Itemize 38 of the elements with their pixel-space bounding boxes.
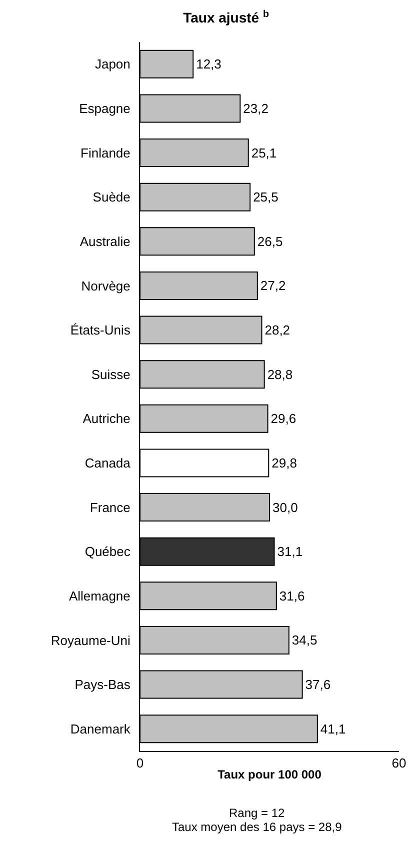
data-label: 31,1 (277, 544, 303, 560)
data-label: 27,2 (260, 278, 286, 294)
y-tick-label: Norvège (81, 278, 130, 294)
data-label: 23,2 (243, 100, 268, 116)
data-label: 29,6 (270, 411, 296, 426)
y-tick-label: États-Unis (70, 322, 131, 338)
y-tick-label: Québec (84, 544, 131, 560)
data-label: 30,0 (272, 500, 298, 515)
data-label: 41,1 (320, 721, 346, 736)
data-label: 37,6 (305, 677, 331, 692)
y-tick-label: Suisse (91, 366, 130, 382)
y-tick-label: Autriche (82, 411, 130, 426)
y-tick-label: Finlande (80, 145, 130, 160)
y-tick-label: France (90, 500, 130, 515)
y-tick-label: Espagne (79, 101, 130, 116)
y-tick-label: Allemagne (68, 588, 130, 604)
text: Rang = 12 (229, 806, 286, 820)
y-tick-label: Australie (80, 234, 130, 249)
data-label: 26,5 (257, 234, 283, 249)
y-tick-label: Japon (94, 56, 130, 72)
chart-title: Taux ajusté $^{b}$ (183, 8, 270, 26)
data-label: 25,1 (251, 145, 277, 160)
y-tick-label: Canada (84, 456, 132, 471)
x-axis-title: Taux pour 100 000 (218, 768, 322, 782)
data-label: 29,8 (272, 455, 297, 470)
data-label: 12,3 (196, 56, 222, 72)
x-tick-label: 60 (392, 756, 406, 771)
data-label: 31,6 (279, 588, 305, 604)
y-tick-label: Royaume-Uni (50, 632, 130, 648)
y-tick-label: Pays-Bas (74, 677, 131, 692)
text: Taux moyen des 16 pays = 28,9 (172, 820, 342, 834)
data-label: 28,8 (267, 366, 293, 382)
x-tick-label: 0 (136, 756, 144, 771)
y-tick-label: Danemark (70, 721, 131, 736)
data-label: 34,5 (292, 632, 318, 648)
data-label: 25,5 (253, 190, 278, 205)
data-label: 28,2 (264, 322, 290, 338)
y-tick-label: Suède (92, 190, 130, 205)
